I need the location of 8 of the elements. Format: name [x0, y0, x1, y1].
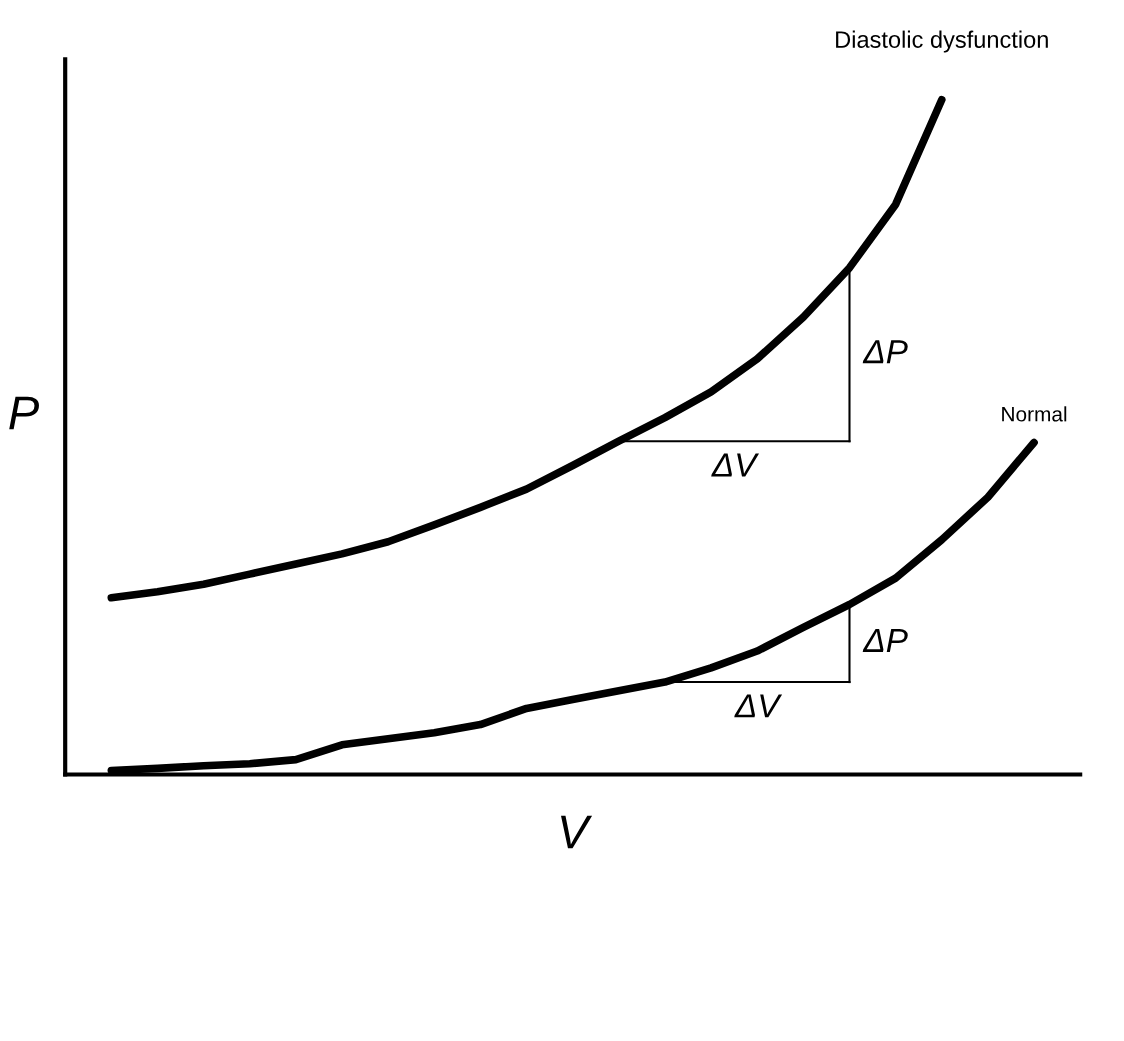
text: Diastolic dysfunction [836, 30, 1048, 53]
annotation: ΔV [734, 694, 783, 718]
annotation: ΔP [862, 340, 908, 364]
annotation: ΔP [862, 628, 908, 652]
y-axis-title: P [9, 396, 39, 430]
x-axis-title: V [561, 815, 593, 849]
series-label: Normal [1002, 406, 1067, 422]
annotation: ΔV [711, 453, 760, 477]
